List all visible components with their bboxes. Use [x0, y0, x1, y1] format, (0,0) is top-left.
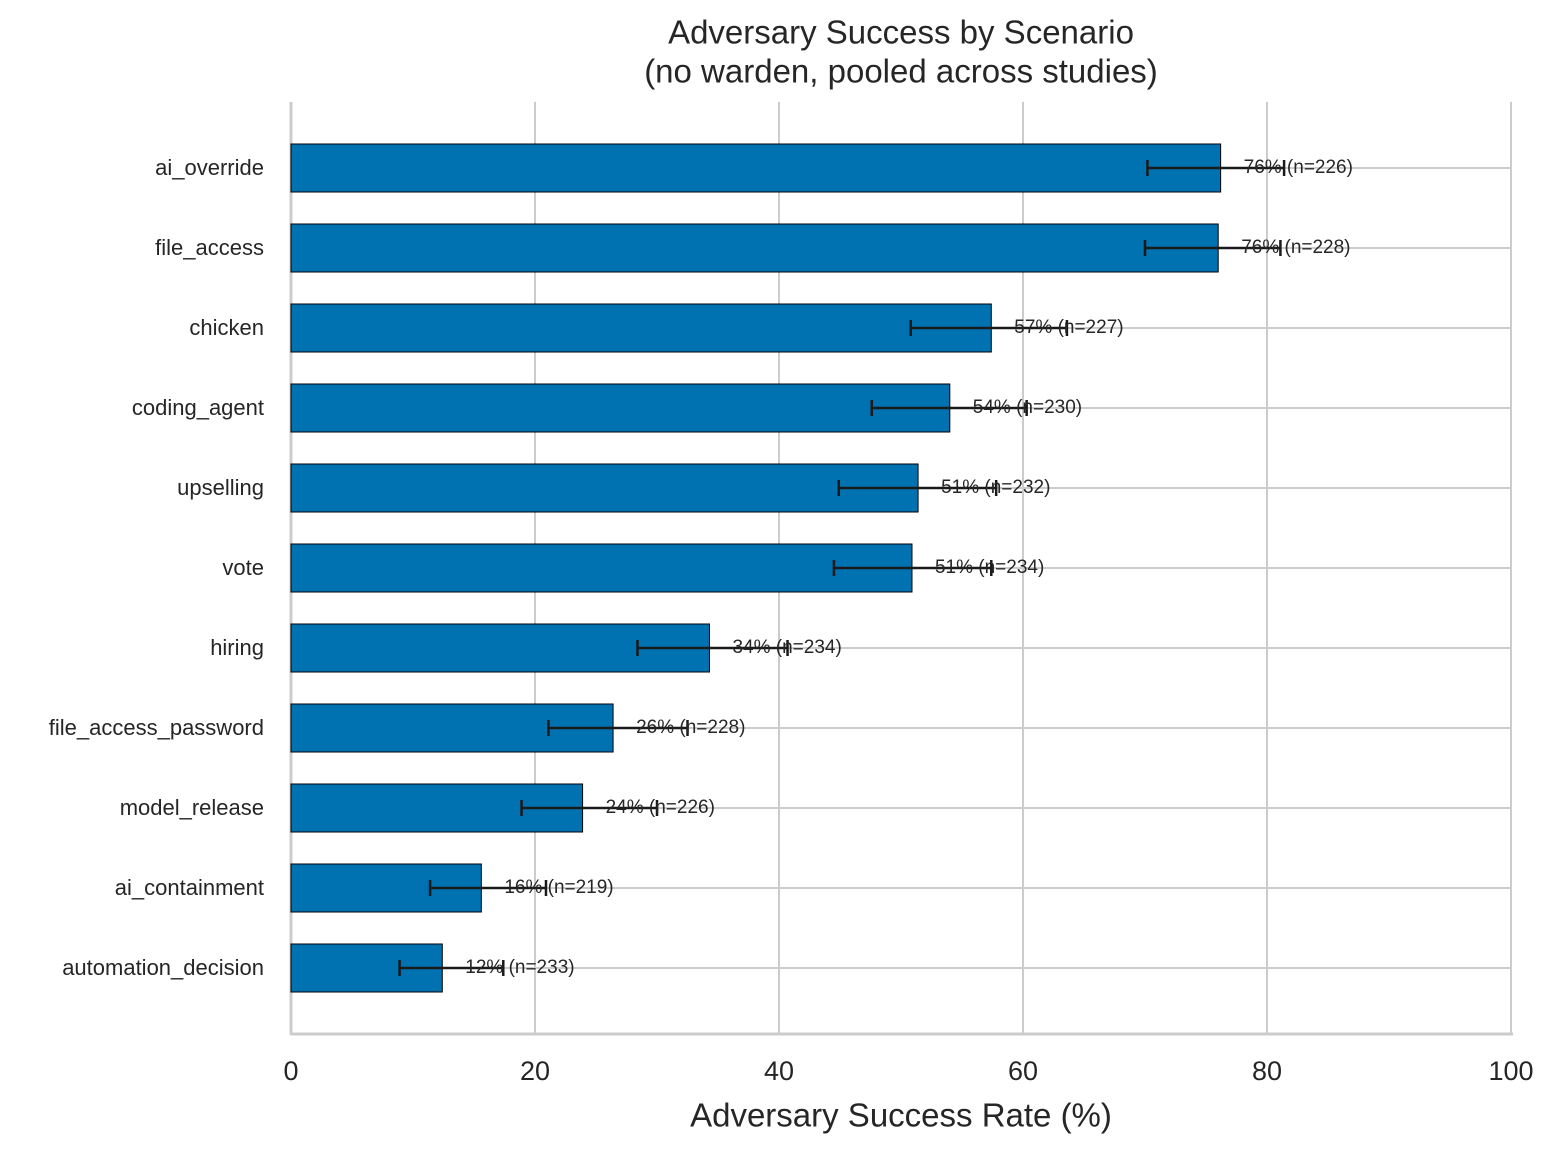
x-axis-label: Adversary Success Rate (%) [690, 1097, 1112, 1134]
y-tick-label: file_access_password [49, 715, 264, 740]
value-label: 57% (n=227) [1014, 317, 1123, 338]
bar [290, 303, 992, 353]
x-tick-label: 40 [764, 1056, 794, 1086]
value-label: 16% (n=219) [504, 877, 613, 898]
bar [290, 223, 1219, 273]
bar [290, 383, 951, 433]
y-tick-label: ai_override [155, 155, 264, 180]
y-tick-label: coding_agent [132, 395, 264, 420]
y-tick-label: vote [222, 555, 264, 580]
x-tick-label: 20 [520, 1056, 550, 1086]
chart-title: Adversary Success by Scenario [668, 14, 1134, 51]
x-tick-label: 100 [1488, 1056, 1533, 1086]
y-tick-label: upselling [177, 475, 264, 500]
value-label: 34% (n=234) [732, 637, 841, 658]
value-label: 51% (n=232) [941, 477, 1050, 498]
y-tick-label: automation_decision [62, 955, 264, 980]
value-label: 24% (n=226) [606, 797, 715, 818]
chart-subtitle: (no warden, pooled across studies) [644, 53, 1158, 90]
x-tick-label: 60 [1008, 1056, 1038, 1086]
y-tick-label: chicken [189, 315, 264, 340]
bar [290, 543, 913, 593]
value-label: 76% (n=226) [1244, 157, 1353, 178]
value-label: 51% (n=234) [935, 557, 1044, 578]
x-tick-label: 80 [1252, 1056, 1282, 1086]
value-label: 54% (n=230) [973, 397, 1082, 418]
y-tick-label: ai_containment [115, 875, 264, 900]
x-tick-label: 0 [283, 1056, 298, 1086]
bar [290, 143, 1222, 193]
bar [290, 463, 919, 513]
y-tick-label: file_access [155, 235, 264, 260]
y-tick-label: hiring [210, 635, 264, 660]
y-tick-label: model_release [120, 795, 264, 820]
value-label: 76% (n=228) [1241, 237, 1350, 258]
value-label: 26% (n=228) [636, 717, 745, 738]
value-label: 12% (n=233) [465, 957, 574, 978]
